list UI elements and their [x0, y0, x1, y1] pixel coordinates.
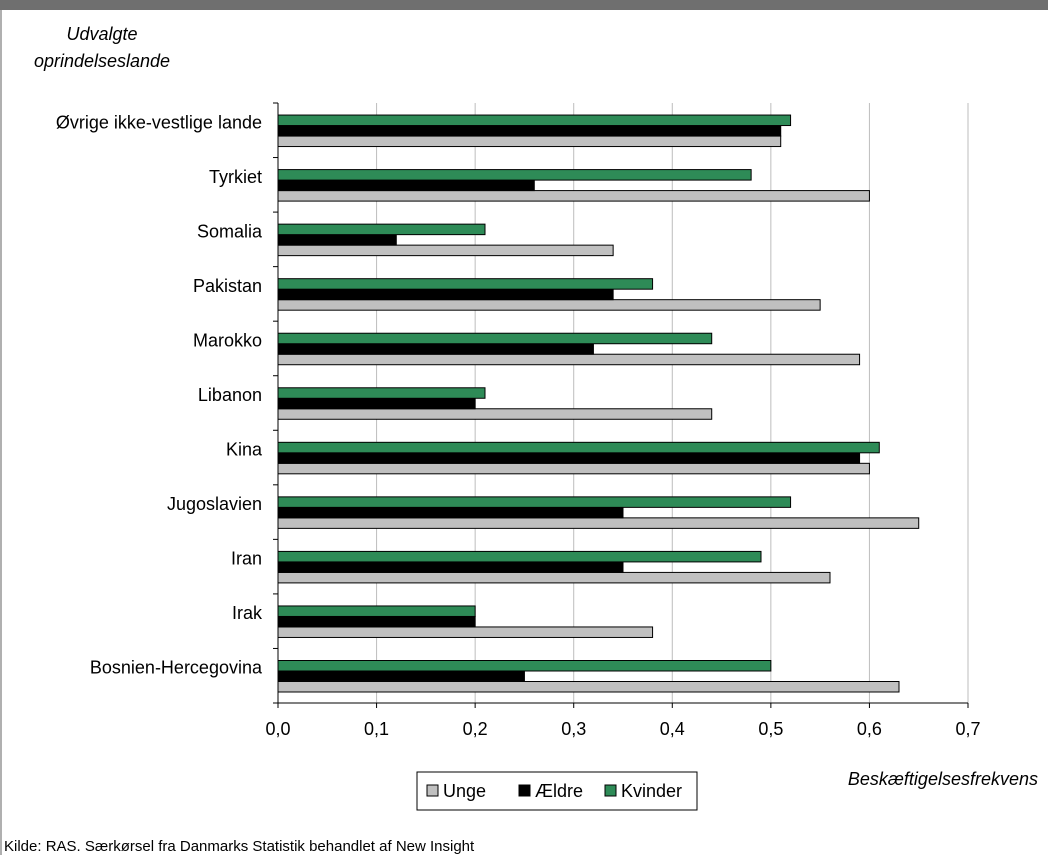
legend-swatch-0 [426, 784, 439, 797]
category-label: Tyrkiet [209, 167, 262, 187]
x-tick-label: 0,4 [660, 719, 685, 739]
category-label: Pakistan [193, 276, 262, 296]
bar-ldre-0 [277, 125, 782, 137]
bar-unge-0 [277, 135, 782, 148]
bar-kvinder-10 [277, 660, 772, 672]
category-label: Irak [232, 603, 263, 623]
bar-kvinder-8 [277, 550, 762, 563]
legend-swatch-1 [518, 784, 531, 797]
bar-ldre-8 [277, 561, 624, 573]
x-tick-label: 0,7 [955, 719, 980, 739]
category-label: Marokko [193, 330, 262, 350]
legend-label-0: Unge [443, 781, 486, 801]
bar-kvinder-5 [277, 387, 486, 399]
x-tick-label: 0,5 [758, 719, 783, 739]
top-bar [0, 0, 1048, 10]
x-tick-labels: 0,0 0,1 0,2 0,3 0,4 0,5 0,6 0,7 [265, 719, 980, 739]
bar-unge-9 [277, 626, 654, 638]
category-labels: Øvrige ikke-vestlige lande Tyrkiet Somalia… [56, 112, 263, 677]
y-axis-label-line-2: oprindelseslande [34, 51, 170, 71]
bar-kvinder-7 [277, 496, 792, 508]
y-axis-label-line-1: Udvalgte [66, 24, 137, 44]
bar-unge-2 [277, 244, 614, 257]
bar-ldre-10 [277, 670, 525, 682]
bar-unge-10 [277, 681, 900, 693]
bar-kvinder-6 [277, 441, 880, 454]
category-label: Iran [231, 549, 262, 569]
y-axis-label: Udvalgte oprindelseslande [34, 24, 170, 71]
bar-kvinder-0 [277, 114, 792, 127]
legend: Unge Ældre Kvinder [416, 771, 698, 811]
bar-unge-3 [277, 299, 821, 311]
x-tick-label: 0,0 [265, 719, 290, 739]
bar-ldre-3 [277, 288, 614, 301]
category-label: Somalia [197, 221, 263, 241]
bar-unge-8 [277, 571, 831, 584]
bar-kvinder-9 [277, 605, 476, 617]
bar-unge-6 [277, 462, 870, 475]
x-tick-label: 0,6 [857, 719, 882, 739]
bar-kvinder-4 [277, 332, 713, 345]
bar-ldre-5 [277, 397, 476, 410]
x-tick-label: 0,1 [364, 719, 389, 739]
legend-label-1: Ældre [535, 781, 583, 801]
legend-label-2: Kvinder [621, 781, 682, 801]
bar-ldre-4 [277, 343, 594, 355]
left-border [0, 10, 2, 855]
bar-unge-7 [277, 517, 920, 529]
bar-unge-4 [277, 353, 861, 366]
x-tick-label: 0,2 [463, 719, 488, 739]
bar-ldre-9 [277, 615, 476, 628]
legend-swatch-2 [604, 784, 617, 797]
bar-ldre-2 [277, 234, 397, 246]
bar-ldre-6 [277, 452, 861, 464]
category-label: Kina [226, 440, 263, 460]
category-label: Libanon [198, 385, 262, 405]
category-label: Jugoslavien [167, 494, 262, 514]
legend-box [416, 771, 698, 811]
bar-unge-5 [277, 408, 713, 420]
category-label: Bosnien-Hercegovina [90, 658, 263, 678]
bar-kvinder-1 [277, 169, 752, 181]
bar-kvinder-2 [277, 223, 486, 236]
source-note: Kilde: RAS. Særkørsel fra Danmarks Stati… [4, 838, 475, 855]
axes [273, 102, 969, 708]
category-label: Øvrige ikke-vestlige lande [56, 112, 262, 132]
x-axis-label: Beskæftigelsesfrekvens [848, 769, 1038, 789]
bars [277, 114, 920, 693]
bar-ldre-7 [277, 506, 624, 519]
bar-kvinder-3 [277, 278, 654, 290]
x-tick-label: 0,3 [561, 719, 586, 739]
bar-chart: Udvalgte oprindelseslande Øvrige ikke-ve… [34, 24, 1038, 811]
bar-ldre-1 [277, 179, 535, 192]
bar-unge-1 [277, 190, 870, 202]
